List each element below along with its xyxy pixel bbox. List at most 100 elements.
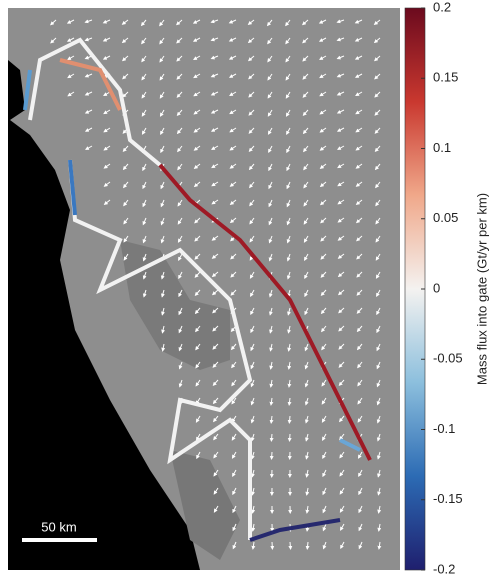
velocity-arrow [230, 343, 237, 351]
velocity-arrow [374, 127, 381, 134]
velocity-arrow [122, 73, 129, 80]
velocity-arrow [338, 307, 345, 314]
velocity-arrow [374, 163, 381, 171]
velocity-arrow [161, 307, 165, 316]
velocity-arrow [194, 307, 201, 315]
velocity-arrow [141, 37, 147, 45]
velocity-arrow [177, 163, 183, 171]
velocity-arrow [336, 109, 345, 114]
velocity-arrow [141, 127, 147, 135]
velocity-arrow [320, 271, 327, 278]
velocity-arrow [355, 145, 363, 151]
velocity-arrow [194, 253, 201, 260]
velocity-arrow [303, 181, 309, 189]
velocity-arrow [268, 145, 273, 154]
velocity-arrow [121, 37, 129, 44]
velocity-arrow [318, 37, 327, 42]
velocity-arrow [319, 163, 327, 169]
velocity-arrow [320, 217, 327, 224]
velocity-arrow [141, 73, 147, 81]
velocity-arrow [285, 19, 291, 27]
velocity-arrow [302, 127, 309, 135]
velocity-arrow [249, 235, 255, 243]
velocity-arrow [285, 109, 291, 117]
velocity-arrow [302, 55, 309, 62]
velocity-arrow [377, 541, 382, 550]
tick-label: -0.05 [433, 351, 463, 366]
velocity-arrow [230, 289, 237, 296]
velocity-arrow [103, 127, 111, 133]
velocity-arrow [322, 487, 327, 496]
velocity-arrow [211, 181, 219, 187]
velocity-arrow [288, 541, 293, 550]
velocity-arrow [231, 361, 237, 369]
velocity-arrow [250, 307, 255, 316]
velocity-arrow [376, 379, 381, 388]
velocity-arrow [321, 397, 327, 405]
tick-label: -0.1 [433, 421, 455, 436]
velocity-arrow [268, 217, 273, 226]
velocity-arrow [248, 109, 255, 116]
velocity-arrow [304, 307, 309, 316]
velocity-arrow [142, 217, 147, 226]
velocity-arrow [376, 343, 381, 352]
velocity-arrow [210, 109, 219, 114]
velocity-arrow [321, 325, 327, 333]
tick-label: 0.05 [433, 210, 458, 225]
velocity-arrow [210, 91, 219, 96]
velocity-arrow [229, 127, 237, 133]
velocity-arrow [338, 415, 345, 423]
velocity-arrow [337, 199, 345, 205]
velocity-arrow [287, 307, 291, 316]
velocity-arrow [375, 181, 381, 189]
velocity-arrow [67, 91, 75, 97]
velocity-arrow [178, 325, 183, 334]
velocity-arrow [269, 325, 273, 334]
velocity-arrow [337, 235, 345, 241]
peninsula [120, 240, 230, 370]
velocity-arrow [85, 145, 93, 150]
velocity-arrow [251, 487, 256, 496]
map: 50 km [8, 8, 400, 570]
velocity-arrow [375, 235, 381, 243]
velocity-arrow [355, 91, 363, 97]
velocity-arrow [322, 541, 327, 550]
velocity-arrow [302, 73, 309, 80]
velocity-arrow [305, 433, 309, 442]
velocity-arrow [322, 469, 327, 478]
velocity-arrow [195, 325, 201, 333]
velocity-arrow [211, 199, 219, 205]
velocity-arrow [103, 181, 111, 187]
velocity-arrow [268, 289, 273, 298]
velocity-arrow [303, 163, 309, 171]
velocity-arrow [229, 181, 237, 187]
velocity-arrow [232, 469, 237, 477]
velocity-arrow [159, 37, 165, 45]
velocity-arrow [375, 217, 381, 225]
velocity-arrow [355, 163, 363, 169]
velocity-arrow [319, 109, 327, 115]
velocity-arrow [212, 361, 219, 368]
velocity-arrow [247, 55, 255, 62]
velocity-arrow [251, 505, 256, 514]
velocity-arrow [305, 451, 310, 460]
velocity-arrow [269, 343, 274, 352]
velocity-arrow [229, 163, 237, 169]
velocity-arrow [286, 271, 291, 280]
velocity-arrow [194, 271, 201, 278]
velocity-arrow [269, 433, 274, 442]
velocity-arrow [338, 361, 345, 368]
velocity-arrow [141, 55, 147, 63]
velocity-arrow [319, 127, 327, 133]
velocity-arrow [210, 37, 219, 42]
velocity-arrow [374, 145, 381, 153]
velocity-arrow [354, 19, 363, 24]
velocity-arrow [321, 415, 327, 423]
velocity-arrow [376, 415, 381, 424]
velocity-arrow [103, 145, 111, 151]
velocity-arrow [213, 469, 219, 477]
velocity-arrow [196, 433, 201, 441]
velocity-arrow [304, 253, 309, 261]
velocity-arrow [286, 127, 291, 135]
